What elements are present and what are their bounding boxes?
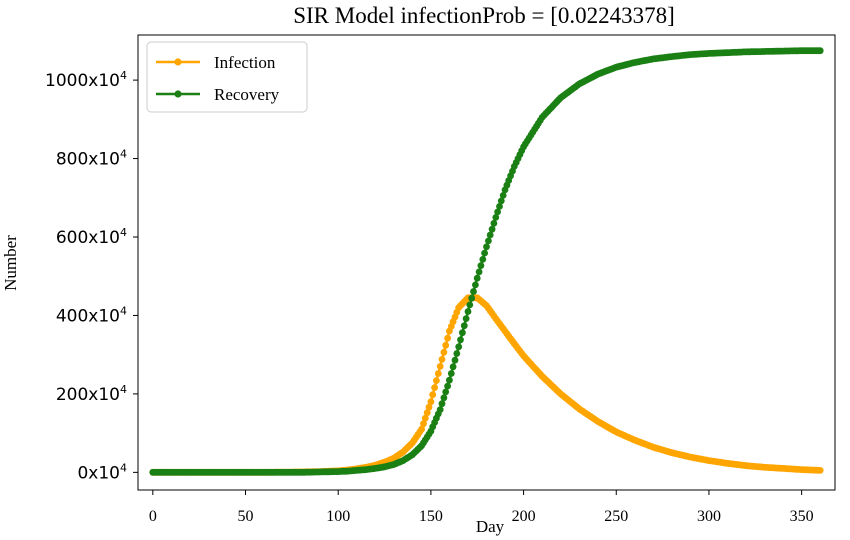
y-tick-label: 200x104 (56, 383, 127, 405)
x-tick-label: 100 (326, 508, 350, 525)
data-point (499, 192, 507, 199)
data-point (429, 391, 437, 399)
data-point (485, 237, 492, 245)
legend-swatch-marker (174, 90, 182, 98)
data-point (459, 329, 466, 337)
y-axis-label: Number (1, 235, 20, 291)
x-tick-label: 150 (419, 508, 443, 525)
x-tick-label: 300 (697, 508, 721, 525)
data-point (492, 214, 500, 221)
data-point (440, 394, 448, 402)
x-tick-label: 200 (512, 508, 536, 525)
plot-area (137, 34, 836, 491)
data-point (494, 208, 501, 216)
y-tick-exponent: 4 (120, 69, 127, 82)
legend-label: Infection (214, 53, 276, 72)
data-point (446, 376, 453, 384)
data-point (444, 334, 451, 342)
y-tick-label: 1000x104 (45, 69, 127, 91)
data-point (431, 384, 438, 391)
data-point (433, 377, 440, 384)
y-tick-base: 800x10 (56, 150, 120, 170)
data-point (436, 406, 444, 413)
data-point (418, 425, 425, 433)
data-point (816, 467, 824, 474)
y-tick-exponent: 4 (120, 304, 127, 317)
data-point (460, 322, 468, 330)
data-point (440, 348, 448, 356)
y-tick-base: 200x10 (56, 385, 120, 405)
data-point (420, 420, 427, 428)
y-tick-base: 1000x10 (45, 71, 120, 91)
data-point (466, 301, 474, 309)
data-point (470, 288, 477, 295)
data-point (438, 356, 446, 363)
series-layer (149, 47, 824, 476)
data-point (447, 370, 455, 377)
chart-title: SIR Model infectionProb = [0.02243378] (293, 3, 675, 28)
y-tick-label: 0x104 (77, 461, 127, 483)
x-axis-label: Day (476, 517, 505, 536)
data-point (462, 315, 470, 322)
y-tick-exponent: 4 (120, 148, 127, 161)
x-tick-label: 350 (790, 508, 814, 525)
data-point (449, 363, 457, 371)
x-tick-label: 0 (149, 508, 157, 525)
data-point (473, 274, 481, 282)
data-point (442, 388, 450, 396)
data-point (477, 262, 485, 269)
legend-label: Recovery (214, 85, 280, 104)
y-tick-exponent: 4 (120, 383, 127, 396)
data-point (464, 308, 472, 315)
y-tick-base: 600x10 (56, 228, 120, 248)
y-tick-base: 400x10 (56, 306, 120, 326)
series-recovery (149, 47, 824, 476)
data-point (483, 243, 490, 251)
legend-swatch-marker (174, 58, 182, 66)
x-tick-label: 50 (238, 508, 254, 525)
data-point (475, 268, 483, 276)
data-point (451, 356, 459, 364)
data-point (442, 341, 450, 349)
series-line (152, 296, 821, 474)
data-point (455, 343, 463, 351)
data-point (421, 414, 429, 422)
data-point (468, 294, 476, 302)
series-line (152, 49, 821, 474)
data-point (453, 350, 461, 357)
legend: Infection Recovery (146, 41, 308, 113)
data-point (490, 219, 498, 227)
data-point (423, 409, 431, 417)
data-point (438, 400, 446, 408)
x-tick-label: 250 (604, 508, 628, 525)
data-point (496, 203, 503, 210)
data-point (497, 197, 505, 205)
data-point (457, 336, 464, 344)
data-point (486, 231, 494, 239)
y-tick-base: 0x10 (77, 463, 120, 483)
y-tick-label: 400x104 (56, 304, 127, 326)
axis-ticks: 0 50 100 150 200 250 300 3500x104200x104400x104… (45, 69, 814, 525)
data-point (479, 256, 487, 263)
data-point (436, 363, 444, 370)
y-tick-exponent: 4 (120, 226, 127, 239)
y-tick-label: 800x104 (56, 148, 127, 170)
data-point (444, 382, 451, 390)
data-point (425, 403, 433, 411)
data-point (427, 398, 435, 406)
data-point (481, 249, 488, 257)
y-tick-label: 600x104 (56, 226, 127, 248)
data-point (816, 47, 824, 55)
data-point (434, 370, 442, 377)
series-infection (149, 294, 824, 476)
data-point (472, 281, 479, 289)
y-tick-exponent: 4 (120, 461, 127, 474)
data-point (488, 225, 496, 233)
